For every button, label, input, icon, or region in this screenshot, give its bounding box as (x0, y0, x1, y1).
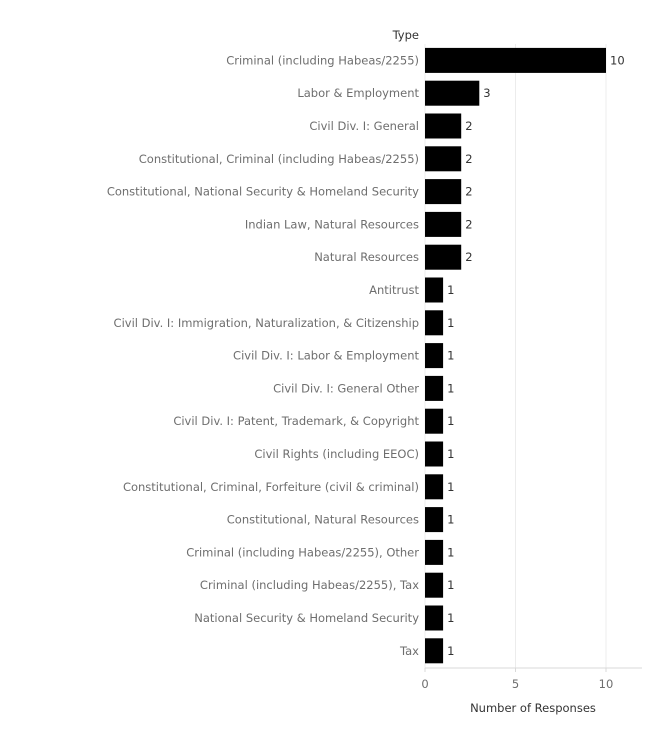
x-tick-label: 0 (421, 677, 428, 691)
value-label: 1 (447, 414, 454, 428)
bar (425, 474, 444, 500)
category-label: Antitrust (369, 283, 419, 297)
category-label: Indian Law, Natural Resources (245, 217, 419, 231)
bars (425, 47, 606, 664)
category-label: Civil Div. I: Patent, Trademark, & Copyr… (173, 414, 419, 428)
value-labels: 10 3 2 2 2 2 2 1 1 1 1 1 1 1 1 1 1 1 1 (447, 53, 625, 657)
category-label: Labor & Employment (297, 86, 419, 100)
value-label: 1 (447, 513, 454, 527)
bar (425, 605, 444, 631)
value-label: 2 (465, 250, 472, 264)
value-label: 3 (483, 86, 490, 100)
x-tick-label: 5 (512, 677, 519, 691)
value-label: 10 (610, 53, 625, 67)
x-axis: 0 5 10 (421, 667, 642, 691)
category-label: National Security & Homeland Security (194, 611, 419, 625)
category-label: Tax (399, 644, 419, 658)
bar (425, 441, 444, 467)
bar (425, 179, 462, 205)
value-label: 1 (447, 480, 454, 494)
bar (425, 211, 462, 237)
bar (425, 244, 462, 270)
bar (425, 539, 444, 565)
bar (425, 47, 606, 73)
value-label: 1 (447, 644, 454, 658)
category-label: Civil Div. I: General (309, 119, 419, 133)
bar (425, 80, 480, 106)
category-label: Civil Div. I: Immigration, Naturalizatio… (114, 316, 419, 330)
category-label: Criminal (including Habeas/2255) (226, 53, 419, 67)
category-label: Constitutional, Natural Resources (227, 513, 419, 527)
value-label: 1 (447, 283, 454, 297)
value-label: 1 (447, 447, 454, 461)
value-label: 1 (447, 381, 454, 395)
value-label: 1 (447, 578, 454, 592)
bar (425, 375, 444, 401)
bar (425, 638, 444, 664)
value-label: 1 (447, 611, 454, 625)
value-label: 2 (465, 217, 472, 231)
category-label: Civil Div. I: Labor & Employment (233, 349, 419, 363)
value-label: 2 (465, 152, 472, 166)
bar (425, 343, 444, 369)
bar (425, 146, 462, 172)
bar (425, 310, 444, 336)
x-tick-label: 10 (599, 677, 614, 691)
value-label: 2 (465, 185, 472, 199)
category-label: Constitutional, National Security & Home… (107, 185, 419, 199)
category-label: Criminal (including Habeas/2255), Other (186, 545, 419, 559)
bar (425, 572, 444, 598)
category-label: Civil Rights (including EEOC) (254, 447, 419, 461)
value-label: 1 (447, 316, 454, 330)
value-label: 2 (465, 119, 472, 133)
category-label: Constitutional, Criminal (including Habe… (139, 152, 419, 166)
category-label: Constitutional, Criminal, Forfeiture (ci… (123, 480, 419, 494)
bar (425, 408, 444, 434)
category-label: Civil Div. I: General Other (273, 381, 419, 395)
category-label: Criminal (including Habeas/2255), Tax (200, 578, 419, 592)
bar (425, 113, 462, 139)
x-axis-title: Number of Responses (470, 701, 596, 715)
category-labels: Criminal (including Habeas/2255) Labor & … (107, 53, 420, 657)
value-label: 1 (447, 349, 454, 363)
bar (425, 507, 444, 533)
dimension-header: Type (392, 28, 419, 42)
bar (425, 277, 444, 303)
category-label: Natural Resources (314, 250, 419, 264)
value-label: 1 (447, 545, 454, 559)
